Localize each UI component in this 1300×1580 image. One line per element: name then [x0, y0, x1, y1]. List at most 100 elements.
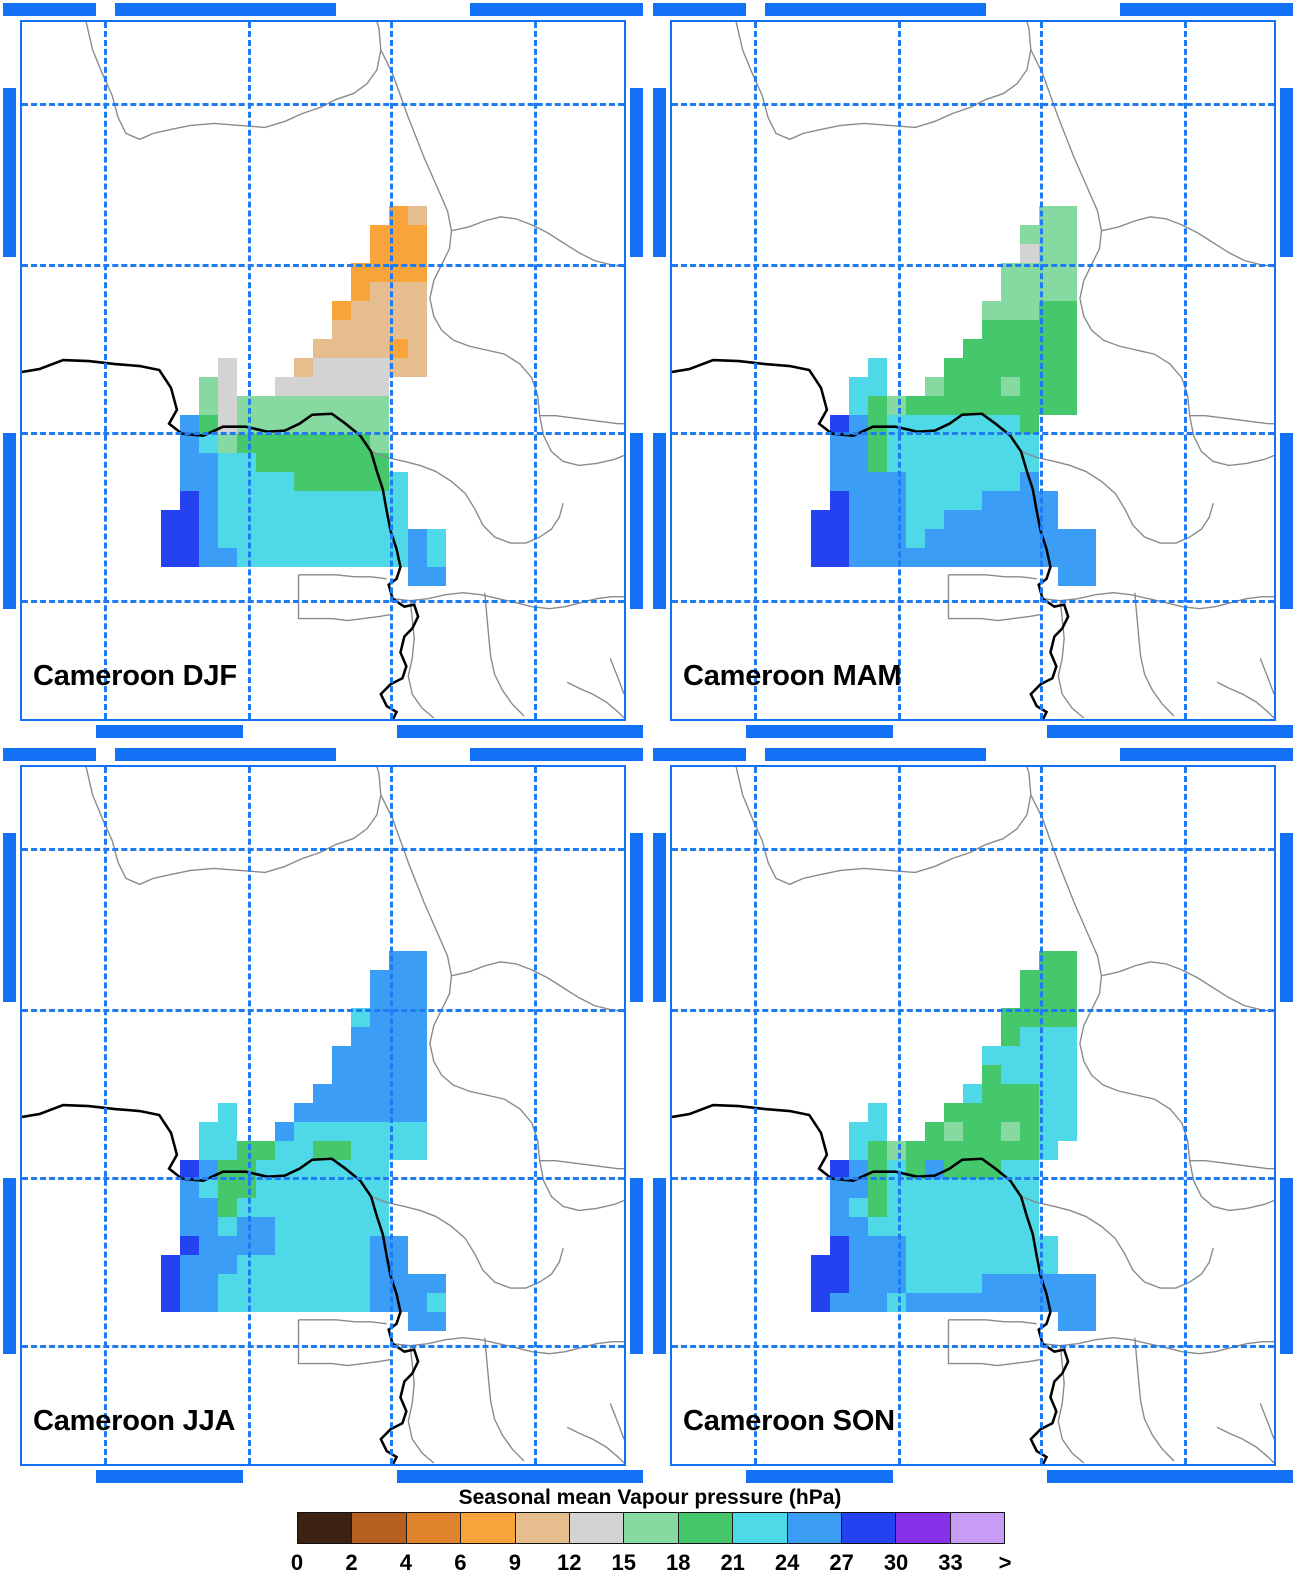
data-cell: [963, 1179, 982, 1198]
data-cell: [408, 951, 427, 970]
data-cell: [370, 301, 389, 320]
data-cell: [925, 396, 944, 415]
axis-band: [630, 832, 643, 1002]
data-cell: [256, 491, 275, 510]
axis-band: [1280, 832, 1293, 1002]
data-cell: [1020, 1160, 1039, 1179]
data-cell: [1039, 989, 1058, 1008]
data-cell: [199, 1179, 218, 1198]
data-cell: [370, 263, 389, 282]
axis-band: [653, 432, 666, 610]
axis-band: [653, 748, 746, 761]
data-cell: [982, 491, 1001, 510]
data-cell: [180, 1179, 199, 1198]
axis-band: [1120, 748, 1293, 761]
data-cell: [294, 472, 313, 491]
data-cell: [370, 970, 389, 989]
map-area-son[interactable]: [670, 765, 1276, 1466]
data-cell: [982, 301, 1001, 320]
map-area-jja[interactable]: [20, 765, 626, 1466]
data-cell: [351, 1179, 370, 1198]
data-cell: [294, 1293, 313, 1312]
data-cell: [275, 1217, 294, 1236]
data-cell: [1058, 282, 1077, 301]
data-cell: [982, 1236, 1001, 1255]
axis-band: [630, 87, 643, 257]
data-cell: [982, 339, 1001, 358]
meridian-gridline: [534, 22, 538, 719]
map-area-mam[interactable]: [670, 20, 1276, 721]
data-cell: [982, 1046, 1001, 1065]
data-cell: [294, 377, 313, 396]
data-cell: [944, 358, 963, 377]
data-cell: [887, 1274, 906, 1293]
data-cell: [218, 434, 237, 453]
axis-band: [1280, 87, 1293, 257]
colorbar-tick-1: 2: [345, 1550, 358, 1575]
map-area-djf[interactable]: [20, 20, 626, 721]
data-cell: [294, 1179, 313, 1198]
axis-band: [3, 87, 16, 257]
data-cell: [906, 510, 925, 529]
data-cell: [332, 472, 351, 491]
data-cell: [1001, 434, 1020, 453]
data-cell: [925, 1141, 944, 1160]
parallel-gridline: [22, 263, 624, 267]
parallel-gridline: [672, 263, 1274, 267]
data-cell: [199, 1198, 218, 1217]
data-cell: [944, 453, 963, 472]
data-cell: [256, 396, 275, 415]
data-cell: [1039, 970, 1058, 989]
meridian-gridline: [1184, 767, 1188, 1464]
data-cell: [887, 510, 906, 529]
data-cell: [1001, 1293, 1020, 1312]
data-cell: [868, 529, 887, 548]
data-cell: [830, 434, 849, 453]
data-cell: [963, 1141, 982, 1160]
data-cell: [332, 1141, 351, 1160]
data-cell: [1020, 1179, 1039, 1198]
data-cell: [944, 1198, 963, 1217]
data-cell: [1020, 1008, 1039, 1027]
data-cell: [1001, 510, 1020, 529]
data-cell: [218, 491, 237, 510]
data-cell: [332, 1122, 351, 1141]
data-cell: [180, 1255, 199, 1274]
data-cell: [408, 301, 427, 320]
data-cell: [1039, 263, 1058, 282]
data-cell: [868, 1103, 887, 1122]
meridian-gridline: [248, 22, 252, 719]
data-cell: [313, 1179, 332, 1198]
data-cell: [351, 282, 370, 301]
data-cell: [370, 1179, 389, 1198]
data-cell: [1020, 1103, 1039, 1122]
data-cell: [944, 472, 963, 491]
data-cell: [408, 989, 427, 1008]
meridian-gridline: [1184, 22, 1188, 719]
data-cell: [1058, 529, 1077, 548]
parallel-gridline: [672, 1345, 1274, 1349]
data-cell: [313, 1141, 332, 1160]
data-cell: [1058, 1008, 1077, 1027]
data-cell: [1001, 263, 1020, 282]
data-cell: [906, 1274, 925, 1293]
data-cell: [830, 491, 849, 510]
data-cell: [944, 1236, 963, 1255]
data-cell: [1058, 989, 1077, 1008]
data-cell: [1001, 282, 1020, 301]
data-cell: [1001, 415, 1020, 434]
data-cell: [275, 1122, 294, 1141]
data-cell: [830, 472, 849, 491]
data-cell: [370, 1103, 389, 1122]
data-cell: [199, 1217, 218, 1236]
colorbar-tick-8: 21: [720, 1550, 745, 1575]
parallel-gridline: [22, 1177, 624, 1181]
data-cell: [1058, 263, 1077, 282]
data-cell: [963, 529, 982, 548]
data-cell: [868, 1160, 887, 1179]
parallel-gridline: [22, 432, 624, 436]
colorbar-tick-10: 27: [829, 1550, 854, 1575]
data-cell: [275, 548, 294, 567]
data-cell: [963, 396, 982, 415]
data-cell: [180, 510, 199, 529]
